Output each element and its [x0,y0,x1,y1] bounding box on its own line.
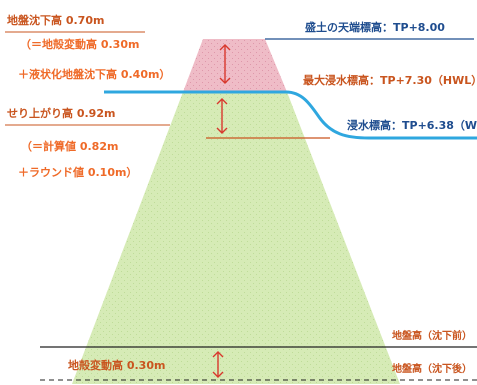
ground-before-label: 地盤高（沈下前） [392,329,472,342]
flood-line [285,90,477,140]
crest-elevation-label: 盛土の天端標高：TP+8.00 [305,20,445,34]
bottom-double-arrow-icon [212,351,224,378]
subsidence-crust-label: （＝地殻変動高 0.30m [20,37,139,51]
subsidence-liquefaction-label: ＋液状化地盤沈下高 0.40m） [18,67,170,81]
rise-calc-label: （＝計算値 0.82m [21,139,118,153]
flood-elevation-label: 浸水標高：TP+6.38（WL） [347,118,477,132]
max-flood-label: 最大浸水標高：TP+7.30（HWL） [303,73,477,87]
embankment-body [72,92,400,384]
ground-after-label: 地盤高（沈下後） [392,362,472,375]
crest-double-arrow-icon [219,44,231,84]
rise-double-arrow-icon [216,98,228,134]
subsidence-label: 地盤沈下高 0.70m [7,13,104,27]
crust-bottom-label: 地殻変動高 0.30m [68,358,165,372]
rise-label: せり上がり高 0.92m [7,106,115,120]
subsidence-zone [183,39,287,92]
rise-round-label: ＋ラウンド値 0.10m） [18,165,137,179]
